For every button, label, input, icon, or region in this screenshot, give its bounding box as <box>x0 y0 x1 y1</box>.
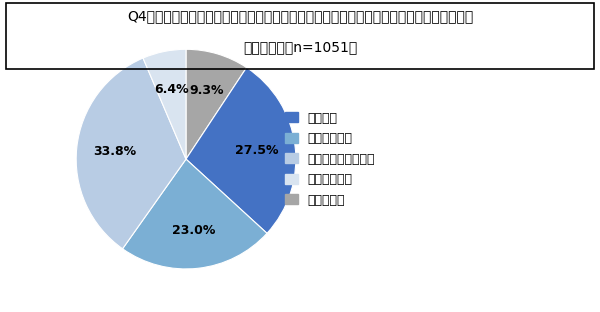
Wedge shape <box>122 159 267 269</box>
Wedge shape <box>143 49 186 159</box>
Text: 27.5%: 27.5% <box>235 144 278 157</box>
Text: 23.0%: 23.0% <box>172 224 215 236</box>
Text: 9.3%: 9.3% <box>190 84 224 97</box>
Wedge shape <box>186 49 247 159</box>
Wedge shape <box>186 67 296 233</box>
Text: Q4　農業で短期ボランティアや短期就労ができる機会があったら利用してみたいですか？: Q4 農業で短期ボランティアや短期就労ができる機会があったら利用してみたいですか… <box>127 9 473 23</box>
Wedge shape <box>76 58 186 249</box>
Legend: そう思う, ややそう思う, あまりそう思わない, そう思わない, 分からない: そう思う, ややそう思う, あまりそう思わない, そう思わない, 分からない <box>280 107 380 212</box>
Text: 33.8%: 33.8% <box>94 145 137 158</box>
Text: （全世代）（n=1051）: （全世代）（n=1051） <box>243 41 357 55</box>
Text: 6.4%: 6.4% <box>154 83 189 96</box>
